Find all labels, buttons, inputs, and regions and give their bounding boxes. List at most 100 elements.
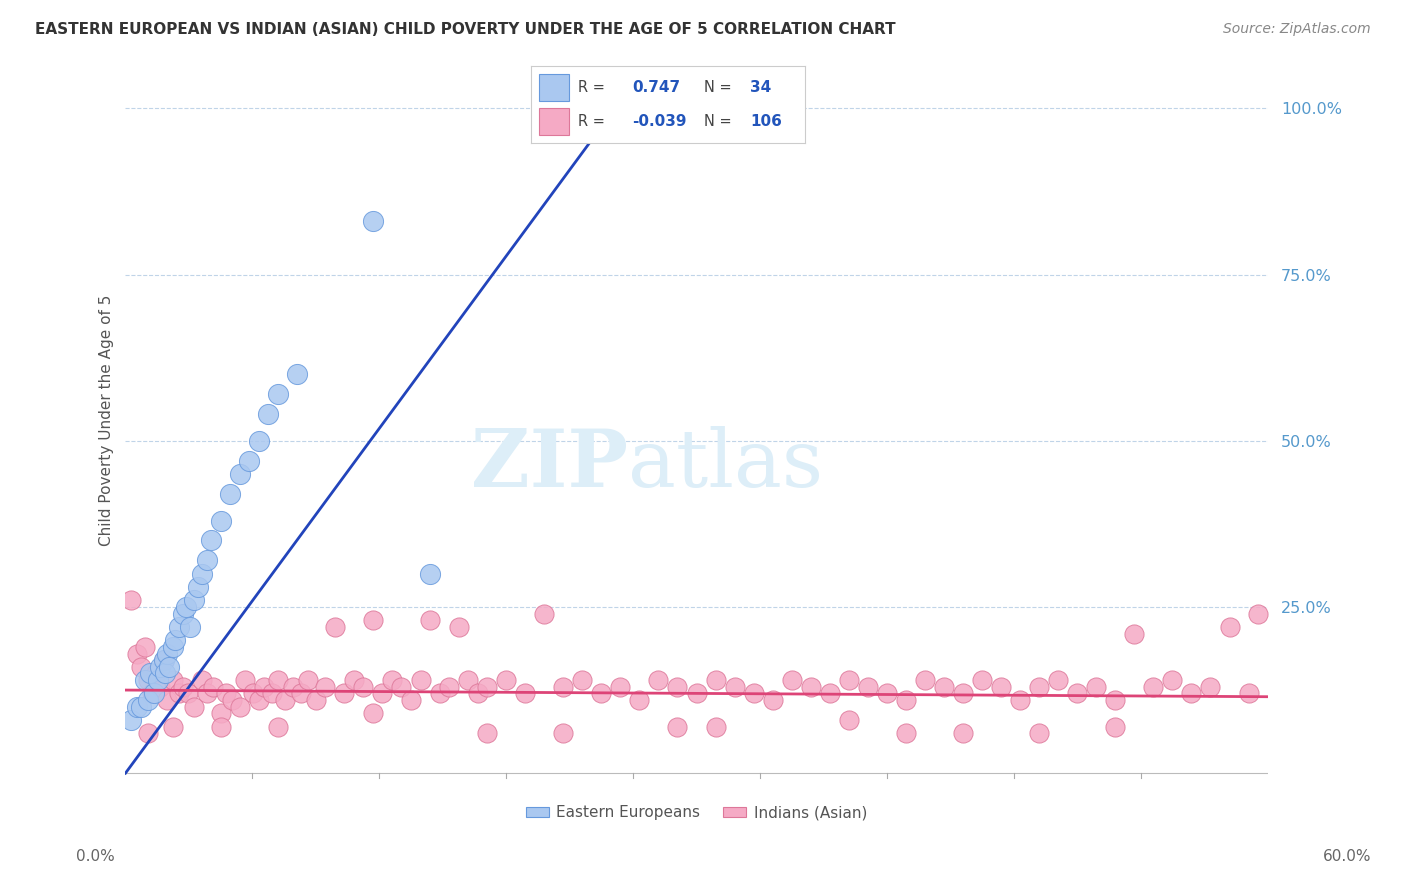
Point [685, 686, 707, 700]
Point [238, 453, 260, 467]
Point [1047, 673, 1070, 687]
Point [553, 726, 575, 740]
Point [429, 686, 451, 700]
Point [120, 593, 142, 607]
Point [209, 514, 232, 528]
Point [742, 686, 765, 700]
Text: 0.0%: 0.0% [76, 849, 115, 864]
Point [371, 686, 394, 700]
Point [221, 693, 243, 707]
Point [152, 653, 174, 667]
Point [172, 680, 194, 694]
Point [1085, 680, 1108, 694]
Point [145, 666, 167, 681]
Point [1104, 720, 1126, 734]
Point [515, 686, 537, 700]
Point [253, 680, 276, 694]
Point [1180, 686, 1202, 700]
Text: EASTERN EUROPEAN VS INDIAN (ASIAN) CHILD POVERTY UNDER THE AGE OF 5 CORRELATION : EASTERN EUROPEAN VS INDIAN (ASIAN) CHILD… [35, 22, 896, 37]
Point [952, 686, 974, 700]
Point [177, 686, 200, 700]
Point [219, 487, 242, 501]
Point [666, 680, 689, 694]
Point [932, 680, 955, 694]
Point [447, 620, 470, 634]
Point [323, 620, 346, 634]
Point [120, 713, 142, 727]
Point [274, 693, 297, 707]
Point [838, 673, 860, 687]
Point [134, 673, 156, 687]
Point [762, 693, 785, 707]
Point [143, 686, 166, 700]
Point [183, 699, 205, 714]
Point [361, 214, 384, 228]
Point [1123, 626, 1146, 640]
Point [894, 726, 917, 740]
Point [571, 673, 593, 687]
Point [1199, 680, 1222, 694]
Point [136, 693, 159, 707]
Point [125, 699, 148, 714]
Point [333, 686, 356, 700]
Point [209, 720, 232, 734]
Point [257, 407, 280, 421]
Point [467, 686, 489, 700]
Point [856, 680, 879, 694]
Point [495, 673, 517, 687]
Point [305, 693, 328, 707]
Point [704, 720, 727, 734]
Point [190, 673, 212, 687]
Point [399, 693, 422, 707]
Point [1247, 607, 1270, 621]
Point [297, 673, 319, 687]
Point [409, 673, 432, 687]
Point [172, 607, 194, 621]
Point [1104, 693, 1126, 707]
Point [285, 368, 308, 382]
Point [179, 620, 201, 634]
Point [818, 686, 841, 700]
Point [1028, 680, 1050, 694]
Point [125, 647, 148, 661]
Point [609, 680, 631, 694]
Point [167, 620, 190, 634]
Text: ZIP: ZIP [471, 425, 628, 504]
Point [267, 387, 290, 401]
Point [209, 706, 232, 721]
Point [267, 673, 290, 687]
Point [343, 673, 366, 687]
Point [290, 686, 312, 700]
Point [990, 680, 1012, 694]
Point [352, 680, 374, 694]
Point [381, 673, 404, 687]
Point [1028, 726, 1050, 740]
Point [129, 699, 152, 714]
Point [894, 693, 917, 707]
Point [146, 673, 169, 687]
Point [475, 680, 498, 694]
Point [419, 566, 441, 581]
Legend: Eastern Europeans, Indians (Asian): Eastern Europeans, Indians (Asian) [520, 799, 873, 826]
Point [162, 640, 184, 654]
Point [391, 680, 413, 694]
Point [914, 673, 936, 687]
Point [361, 613, 384, 627]
Point [952, 726, 974, 740]
Point [247, 434, 270, 448]
Point [149, 680, 172, 694]
Point [136, 726, 159, 740]
Point [200, 533, 222, 548]
Point [187, 580, 209, 594]
Point [157, 660, 180, 674]
Point [136, 673, 159, 687]
Point [156, 647, 179, 661]
Point [260, 686, 283, 700]
Point [1010, 693, 1032, 707]
Point [666, 720, 689, 734]
Point [553, 680, 575, 694]
Point [141, 686, 163, 700]
Point [1237, 686, 1260, 700]
Point [167, 686, 190, 700]
Point [228, 699, 250, 714]
